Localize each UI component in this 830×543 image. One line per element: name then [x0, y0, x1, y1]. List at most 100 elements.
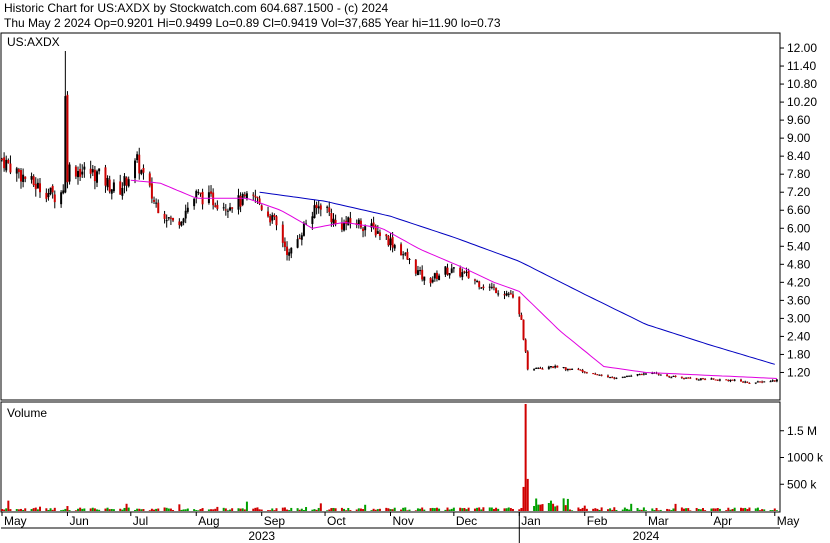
- candle-body: [106, 177, 109, 188]
- candle-body: [416, 270, 419, 276]
- volume-bar: [571, 510, 574, 511]
- volume-bar: [406, 510, 409, 511]
- candle-body: [775, 379, 778, 382]
- candle-body: [731, 379, 734, 381]
- volume-bar: [77, 508, 80, 511]
- candle-body: [79, 169, 82, 177]
- candle-body: [110, 189, 113, 194]
- month-label: Dec: [456, 514, 477, 528]
- candle-body: [47, 193, 50, 198]
- candle-body: [621, 376, 624, 378]
- volume-bar: [155, 508, 158, 511]
- volume-bar: [400, 509, 403, 511]
- volume-bar: [68, 510, 71, 511]
- candle-body: [20, 170, 23, 182]
- price-tick-label: 9.00: [787, 131, 811, 145]
- candle-body: [492, 286, 495, 288]
- volume-bar: [167, 508, 170, 511]
- candle-body: [680, 376, 683, 378]
- candle-body: [577, 368, 580, 370]
- candle-body: [642, 373, 645, 375]
- volume-bar: [222, 507, 225, 511]
- volume-bar: [725, 510, 728, 511]
- volume-bar: [714, 508, 717, 511]
- candle-body: [539, 367, 542, 369]
- candle-body: [668, 376, 671, 378]
- volume-bar: [150, 508, 153, 511]
- volume-bar: [328, 509, 331, 511]
- volume-bar: [313, 509, 316, 511]
- volume-bar: [93, 508, 96, 511]
- volume-bar: [419, 508, 422, 511]
- volume-bar: [448, 509, 451, 511]
- candle-body: [389, 238, 392, 246]
- volume-bar: [446, 507, 449, 511]
- candle-body: [195, 191, 198, 198]
- candle-body: [210, 191, 213, 194]
- volume-bar: [748, 507, 751, 511]
- volume-bar: [355, 509, 358, 511]
- candle-body: [300, 235, 303, 240]
- volume-bar: [615, 509, 618, 511]
- volume-bar: [201, 508, 204, 511]
- volume-bar: [30, 509, 33, 511]
- volume-bar: [554, 506, 557, 511]
- volume-bar: [184, 509, 187, 511]
- candle-body: [771, 380, 774, 382]
- candle-body: [197, 192, 200, 194]
- candle-body: [216, 204, 219, 209]
- volume-bar: [108, 509, 111, 511]
- candle-body: [127, 179, 130, 187]
- candle-body: [761, 381, 764, 383]
- volume-bar: [317, 507, 320, 511]
- candle-body: [480, 287, 483, 289]
- candle-body: [507, 293, 510, 295]
- volume-bar: [60, 510, 63, 511]
- candle-body: [552, 366, 555, 368]
- candle-body: [163, 213, 166, 219]
- volume-bar: [421, 507, 424, 511]
- volume-bar: [254, 507, 257, 511]
- candle-body: [226, 210, 229, 212]
- candle-body: [522, 319, 525, 340]
- chart-stats: Thu May 2 2024 Op=0.9201 Hi=0.9499 Lo=0.…: [4, 16, 501, 30]
- volume-bar: [416, 508, 419, 511]
- price-tick-label: 4.80: [787, 257, 811, 271]
- volume-bar: [66, 506, 69, 511]
- volume-bar: [507, 507, 510, 511]
- volume-bar: [104, 508, 107, 511]
- volume-bar: [362, 509, 365, 511]
- candle-body: [5, 159, 8, 171]
- volume-bar: [378, 508, 381, 511]
- volume-bar: [142, 509, 145, 511]
- volume-bar: [298, 509, 301, 511]
- volume-bar: [34, 507, 37, 511]
- symbol-label: US:AXDX: [7, 35, 60, 49]
- candle-body: [568, 368, 571, 370]
- candle-body: [3, 157, 6, 169]
- candle-body: [136, 154, 139, 161]
- candle-body: [332, 218, 335, 224]
- volume-bar: [547, 503, 550, 511]
- volume-bar: [503, 508, 506, 511]
- candle-body: [461, 272, 464, 278]
- candle-body: [387, 235, 390, 246]
- volume-bar: [256, 507, 259, 511]
- candle-body: [640, 374, 643, 376]
- candle-body: [615, 377, 618, 379]
- volume-bar: [674, 503, 677, 511]
- volume-bar: [710, 508, 713, 511]
- year-label: 2024: [633, 529, 660, 543]
- price-candles: [1, 51, 778, 385]
- volume-bar: [644, 510, 647, 511]
- volume-bar: [370, 510, 373, 511]
- price-tick-label: 2.40: [787, 329, 811, 343]
- candle-body: [81, 171, 84, 175]
- candle-body: [562, 366, 565, 368]
- candle-body: [305, 223, 308, 225]
- candle-body: [378, 232, 381, 237]
- volume-bar: [288, 510, 291, 511]
- candle-body: [121, 187, 124, 196]
- candle-body: [372, 222, 375, 228]
